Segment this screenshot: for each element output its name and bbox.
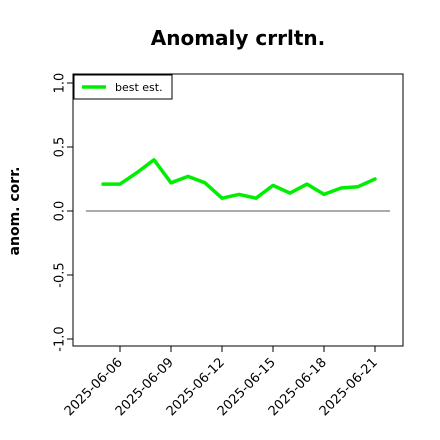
data-point [357,186,359,188]
data-point [221,197,223,199]
y-tick-label: -1.0 [53,326,68,351]
legend-label: best est. [115,81,163,94]
plot-area [86,158,390,212]
y-axis: -1.0 -0.5 0.0 0.5 1.0 [53,73,73,352]
data-point [306,183,308,185]
plot-frame [72,73,404,347]
data-point [323,193,325,195]
y-tick-label: 0.0 [53,201,68,222]
data-point [119,183,121,185]
y-tick-label: 0.5 [53,137,68,158]
data-point [340,187,342,189]
x-axis: 2025-06-062025-06-092025-06-122025-06-15… [62,346,381,419]
data-point [170,182,172,184]
data-point [187,175,189,177]
data-point [153,159,155,161]
data-point [136,172,138,174]
data-point [374,178,376,180]
data-point [255,197,257,199]
data-point [289,192,291,194]
y-axis-label: anom. corr. [7,167,23,256]
data-point [204,182,206,184]
data-point [102,183,104,185]
data-point [272,184,274,186]
y-tick-label: -0.5 [53,262,68,287]
series-line-best-est [101,158,377,200]
legend: best est. [73,74,173,100]
data-point [238,193,240,195]
chart-title: Anomaly crrltn. [151,26,325,50]
y-tick-label: 1.0 [53,73,68,94]
